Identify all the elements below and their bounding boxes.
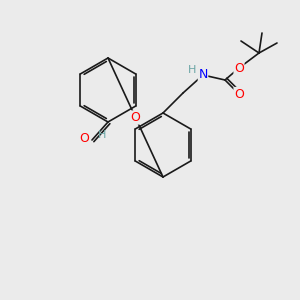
Text: H: H xyxy=(98,130,106,140)
Text: O: O xyxy=(234,88,244,100)
Text: O: O xyxy=(79,131,89,145)
Text: O: O xyxy=(234,61,244,74)
Text: H: H xyxy=(188,65,196,75)
Text: N: N xyxy=(198,68,208,82)
Text: O: O xyxy=(130,111,140,124)
